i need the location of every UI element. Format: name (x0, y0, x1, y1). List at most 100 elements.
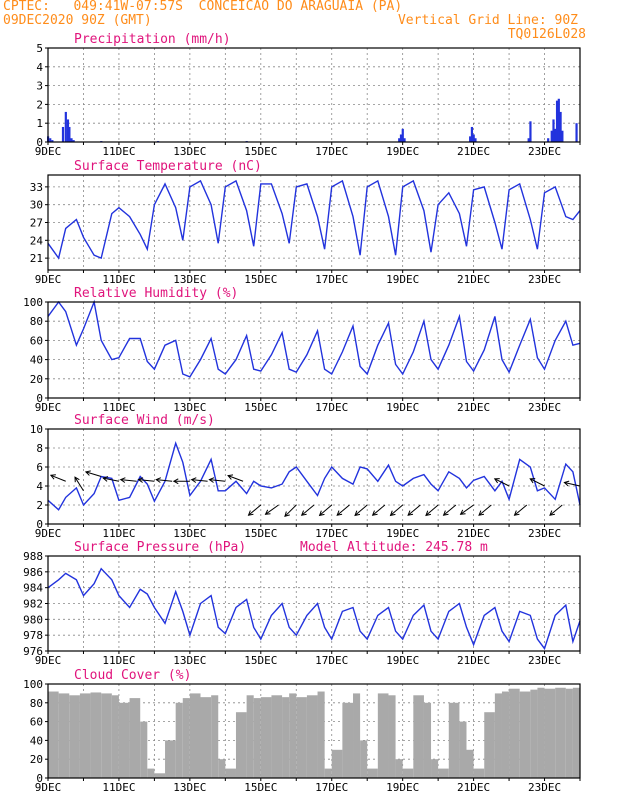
cloud-cover-bar (182, 698, 190, 778)
cloud-cover-bar (519, 691, 531, 778)
precip-bar (61, 126, 65, 142)
wind-arrow (549, 504, 563, 516)
cloud-cover-bar (459, 721, 467, 778)
x-tick-label: 9DEC (35, 654, 62, 667)
x-tick-label: 21DEC (457, 145, 490, 158)
wind-arrow-head (137, 477, 144, 483)
panel-title: Cloud Cover (%) (74, 668, 191, 683)
cloud-cover-bar (501, 691, 510, 778)
x-tick-label: 17DEC (315, 401, 348, 414)
wind-arrow (301, 504, 315, 516)
precip-bar (72, 140, 75, 142)
panel-annotation: Model Altitude: 245.78 m (300, 540, 488, 555)
cloud-cover-bar (431, 759, 439, 778)
wind-arrow (425, 504, 439, 516)
wind-arrow (443, 504, 457, 516)
panel-title: Surface Wind (m/s) (74, 413, 215, 428)
y-tick-label: 60 (30, 334, 43, 347)
y-tick-label: 20 (30, 373, 43, 386)
plot-area (48, 48, 580, 142)
precip-bar (472, 134, 475, 142)
y-tick-label: 976 (23, 645, 43, 658)
precip-bar (403, 138, 406, 142)
x-tick-label: 13DEC (173, 273, 206, 286)
precip-bar (474, 138, 477, 142)
wind-arrow (209, 479, 226, 482)
cloud-cover-bar (342, 702, 354, 778)
cloud-cover-bar (448, 702, 460, 778)
series-line-pres (47, 567, 581, 651)
precip-bar (554, 128, 557, 142)
y-tick-label: 986 (23, 566, 43, 579)
wind-arrow-head (425, 510, 431, 517)
wind-arrow-head (208, 477, 215, 483)
wind-arrow-head (49, 474, 56, 480)
wind-arrow (85, 471, 102, 477)
x-tick-label: 15DEC (244, 527, 277, 540)
panel-rh (45, 299, 581, 401)
precip-bar (557, 98, 560, 142)
y-tick-label: 984 (23, 582, 43, 595)
cloud-cover-bar (101, 693, 112, 778)
x-tick-label: 13DEC (173, 781, 206, 794)
precip-bar (469, 136, 472, 142)
cloud-cover-bar (484, 712, 495, 778)
x-tick-label: 19DEC (386, 527, 419, 540)
cloud-cover-bar (367, 768, 378, 778)
precip-bar (470, 126, 474, 142)
header-grid-line: Vertical Grid Line: 90Z (397, 13, 578, 28)
wind-arrow-head (407, 510, 414, 516)
x-tick-label: 15DEC (244, 781, 277, 794)
x-tick-label: 11DEC (102, 781, 135, 794)
x-tick-label: 9DEC (35, 273, 62, 286)
wind-arrow-head (300, 510, 307, 516)
wind-arrow-head (119, 477, 126, 483)
cloud-cover-bar (69, 695, 80, 778)
cloud-cover-bar (211, 695, 219, 778)
wind-arrow (319, 504, 333, 516)
x-tick-label: 19DEC (386, 401, 419, 414)
cloud-cover-bar (377, 693, 389, 778)
cloud-cover-bar (466, 749, 474, 778)
wind-arrow (478, 504, 492, 516)
cloud-cover-bar (353, 693, 361, 778)
y-tick-label: 0 (36, 392, 43, 405)
x-tick-label: 13DEC (173, 145, 206, 158)
cloud-cover-bar (154, 773, 166, 778)
y-tick-label: 40 (30, 734, 43, 747)
cloud-cover-bar (48, 691, 59, 778)
cloud-cover-bar (147, 768, 155, 778)
wind-arrow-head (336, 510, 343, 516)
precip-bar (575, 123, 578, 142)
x-tick-label: 15DEC (244, 273, 277, 286)
wind-arrow-head (549, 510, 555, 516)
wind-arrow-head (513, 510, 520, 516)
plot-frame (47, 301, 581, 399)
wind-arrow-head (284, 511, 290, 518)
wind-arrow-head (84, 470, 91, 476)
y-tick-label: 982 (23, 598, 43, 611)
precip-bar (552, 119, 555, 142)
cloud-cover-bar (282, 697, 290, 778)
x-tick-label: 13DEC (173, 527, 206, 540)
panel-precip (45, 47, 581, 145)
y-tick-label: 4 (36, 480, 43, 493)
wind-arrow-head (493, 478, 500, 484)
x-tick-label: 9DEC (35, 401, 62, 414)
x-tick-label: 19DEC (386, 145, 419, 158)
y-tick-label: 3 (36, 80, 43, 93)
panel-wind (45, 428, 581, 527)
y-tick-label: 5 (36, 42, 43, 55)
y-tick-label: 980 (23, 613, 43, 626)
cloud-cover-bar (235, 712, 247, 778)
cloud-cover-bar (271, 695, 283, 778)
precip-bar (70, 138, 73, 142)
wind-arrow-head (478, 510, 485, 516)
series-line-wind (47, 441, 581, 511)
cloud-cover-bar (544, 688, 556, 778)
wind-arrow-head (102, 476, 109, 482)
header-model-id: TQ0126L028 (507, 27, 586, 42)
wind-arrow (103, 477, 120, 482)
cloud-cover-bar (494, 693, 502, 778)
cloud-cover-bar (306, 695, 318, 778)
